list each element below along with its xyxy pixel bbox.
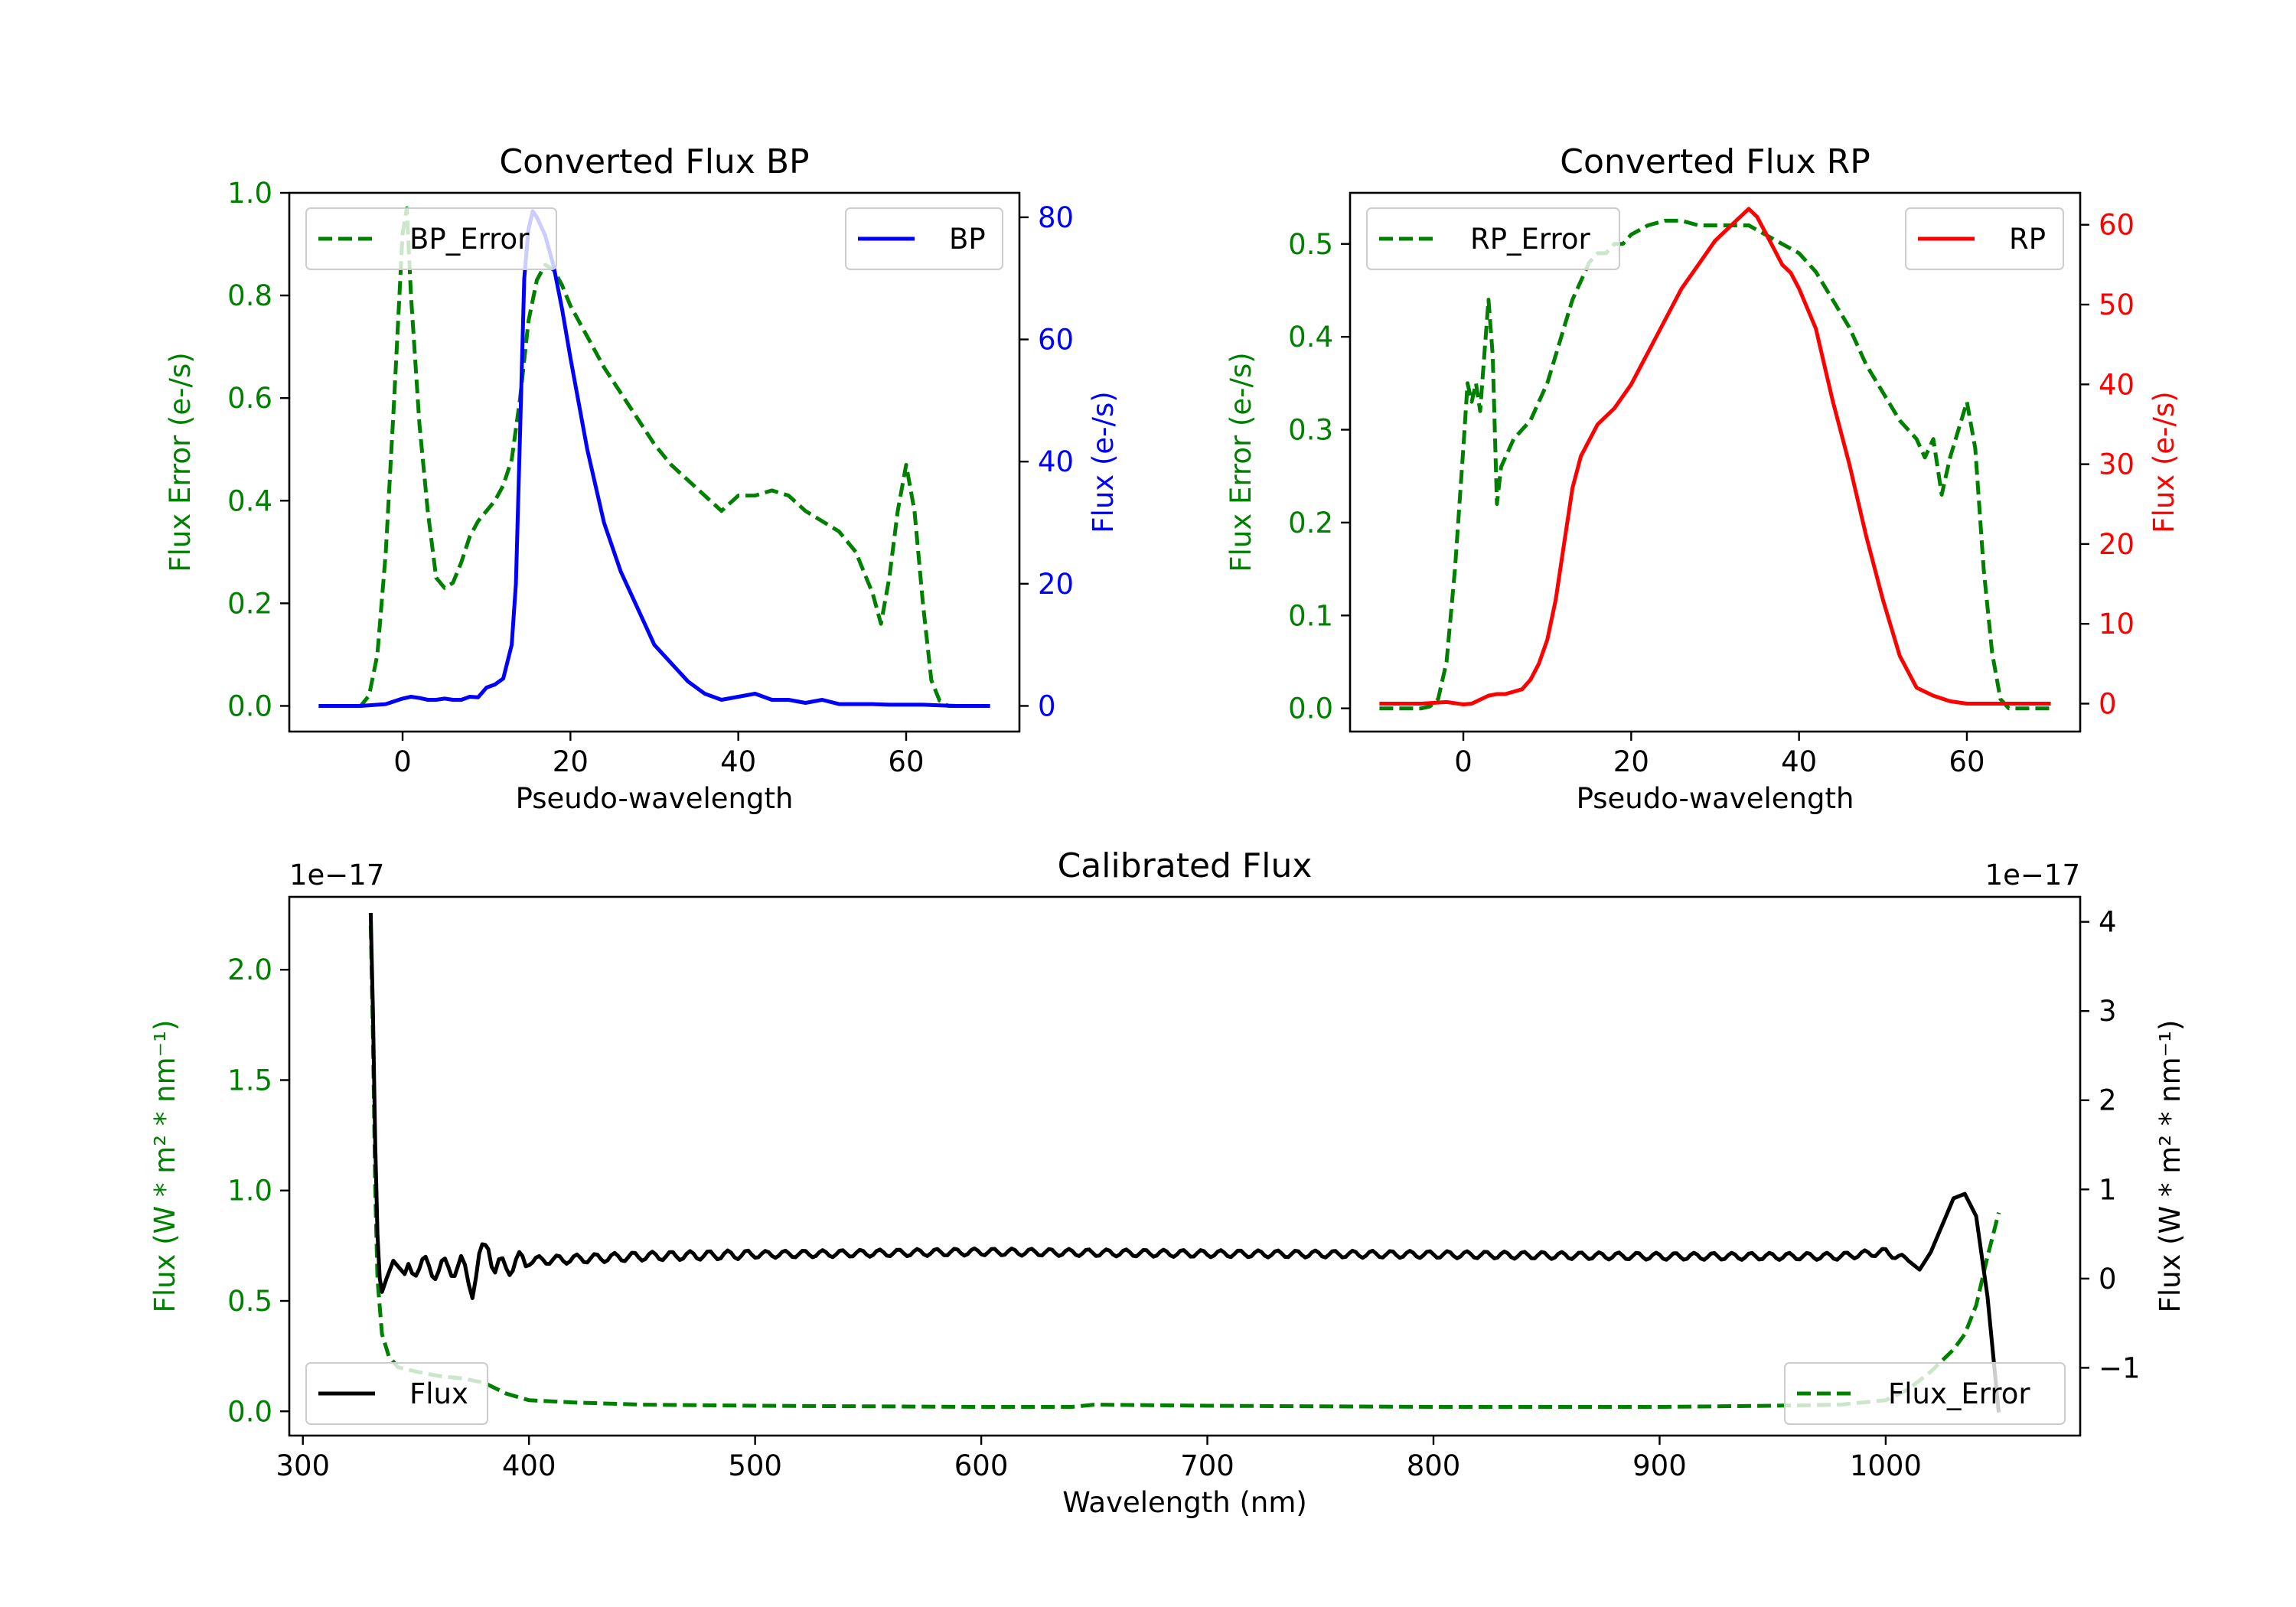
- y-left-tick-label: 0.3: [1288, 414, 1333, 447]
- series-line-rp: [1379, 207, 2051, 706]
- y-left-tick-label: 2.0: [227, 953, 272, 986]
- y-right-tick-label: 0: [1038, 689, 1056, 722]
- y-left-axis-label: Flux Error (e-/s): [164, 352, 197, 572]
- series-line-bp-error: [318, 206, 990, 708]
- y-left-tick-label: 0.2: [1288, 507, 1333, 539]
- y-right-axis-label: Flux (e-/s): [2148, 391, 2180, 533]
- y-right-tick-label: 20: [2099, 528, 2135, 561]
- x-tick-label: 500: [728, 1449, 782, 1482]
- y-right-tick-label: 0: [2099, 687, 2117, 720]
- chart-title: Calibrated Flux: [1058, 846, 1313, 885]
- y-left-tick-label: 1.0: [227, 1175, 272, 1208]
- y-left-axis-label: Flux Error (e-/s): [1225, 352, 1257, 572]
- chart-1: Converted Flux BP 0 20 40 60 Pseudo-wavelengt…: [164, 142, 1120, 815]
- x-tick-label: 0: [1454, 745, 1473, 778]
- y-left-tick-label: 1.5: [227, 1064, 272, 1097]
- x-tick-label: 300: [276, 1449, 330, 1482]
- y-left-tick-label: 0.5: [227, 1285, 272, 1318]
- x-tick-label: 40: [1781, 745, 1817, 778]
- y-left-offset: 1e−17: [289, 859, 384, 892]
- chart-3: Calibrated Flux 300 400 500 600 700 800 900 1000…: [148, 846, 2187, 1519]
- y-left-tick-label: 1.0: [227, 177, 272, 210]
- x-tick-label: 0: [393, 745, 412, 778]
- y-left-tick-label: 0.0: [227, 1395, 272, 1428]
- y-right-tick-label: 2: [2099, 1084, 2117, 1117]
- y-right-tick-label: 4: [2099, 906, 2117, 939]
- y-right-tick-label: 80: [1038, 201, 1074, 234]
- x-axis-label: Wavelength (nm): [1062, 1486, 1307, 1519]
- y-left-tick-label: 0.5: [1288, 228, 1333, 261]
- y-right-tick-label: 30: [2099, 448, 2135, 481]
- series-line-flux: [368, 912, 2001, 1413]
- y-left-tick-label: 0.4: [1288, 321, 1333, 354]
- y-right-tick-label: 40: [1038, 445, 1074, 478]
- x-tick-label: 60: [888, 745, 924, 778]
- y-right-tick-label: 60: [2099, 209, 2135, 242]
- y-right-tick-label: 1: [2099, 1173, 2117, 1206]
- x-tick-label: 1000: [1850, 1449, 1922, 1482]
- series-line-bp: [318, 209, 990, 708]
- legend-label: RP_Error: [1470, 223, 1590, 256]
- plot-frame: [1349, 191, 2082, 733]
- y-right-tick-label: 10: [2099, 608, 2135, 641]
- series-line-rp-error: [1379, 218, 2051, 711]
- y-right-tick-label: 3: [2099, 995, 2117, 1028]
- legend-label: RP: [2009, 223, 2046, 256]
- y-left-tick-label: 0.0: [227, 689, 272, 722]
- legend-label: BP: [949, 223, 986, 256]
- x-tick-label: 800: [1407, 1449, 1461, 1482]
- legend-bp-error: BP_Error: [305, 207, 557, 270]
- x-tick-label: 20: [553, 745, 589, 778]
- legend-flux: Flux: [305, 1362, 488, 1425]
- y-right-tick-label: 20: [1038, 568, 1074, 601]
- legend-label: Flux_Error: [1888, 1377, 2030, 1410]
- legend-flux-error: Flux_Error: [1784, 1362, 2066, 1425]
- legend-label: Flux: [409, 1377, 468, 1410]
- legend-label: BP_Error: [409, 223, 530, 256]
- y-left-tick-label: 0.4: [227, 484, 272, 517]
- y-right-tick-label: 40: [2099, 368, 2135, 401]
- y-right-tick-label: 60: [1038, 324, 1074, 357]
- y-left-tick-label: 0.1: [1288, 599, 1333, 632]
- chart-title: Converted Flux RP: [1560, 142, 1870, 181]
- legend-rp: RP: [1905, 207, 2064, 270]
- x-tick-label: 700: [1180, 1449, 1234, 1482]
- y-left-tick-label: 0.6: [227, 382, 272, 415]
- y-left-tick-label: 0.0: [1288, 693, 1333, 725]
- x-tick-label: 60: [1949, 745, 1985, 778]
- chart-2: Converted Flux RP 0 20 40 60 Pseudo-wavelengt…: [1225, 142, 2180, 815]
- y-right-tick-label: 50: [2099, 288, 2135, 321]
- y-left-tick-label: 0.8: [227, 279, 272, 312]
- x-tick-label: 20: [1613, 745, 1649, 778]
- x-tick-label: 400: [502, 1449, 556, 1482]
- y-right-offset: 1e−17: [1985, 859, 2080, 892]
- y-left-tick-label: 0.2: [227, 587, 272, 620]
- x-tick-label: 40: [720, 745, 756, 778]
- x-tick-label: 900: [1632, 1449, 1687, 1482]
- y-right-axis-label: Flux (e-/s): [1087, 391, 1120, 533]
- y-right-tick-label: −1: [2099, 1351, 2141, 1384]
- legend-rp-error: RP_Error: [1366, 207, 1620, 270]
- y-left-axis-label: Flux (W * m² * nm⁻¹): [148, 1020, 181, 1313]
- series-line-flux-error: [368, 925, 2001, 1409]
- chart-title: Converted Flux BP: [499, 142, 809, 181]
- x-axis-label: Pseudo-wavelength: [516, 782, 794, 815]
- plot-frame: [288, 895, 2082, 1437]
- y-right-tick-label: 0: [2099, 1263, 2117, 1296]
- y-right-axis-label: Flux (W * m² * nm⁻¹): [2154, 1020, 2187, 1313]
- x-tick-label: 600: [954, 1449, 1009, 1482]
- legend-bp: BP: [845, 207, 1003, 270]
- x-axis-label: Pseudo-wavelength: [1577, 782, 1854, 815]
